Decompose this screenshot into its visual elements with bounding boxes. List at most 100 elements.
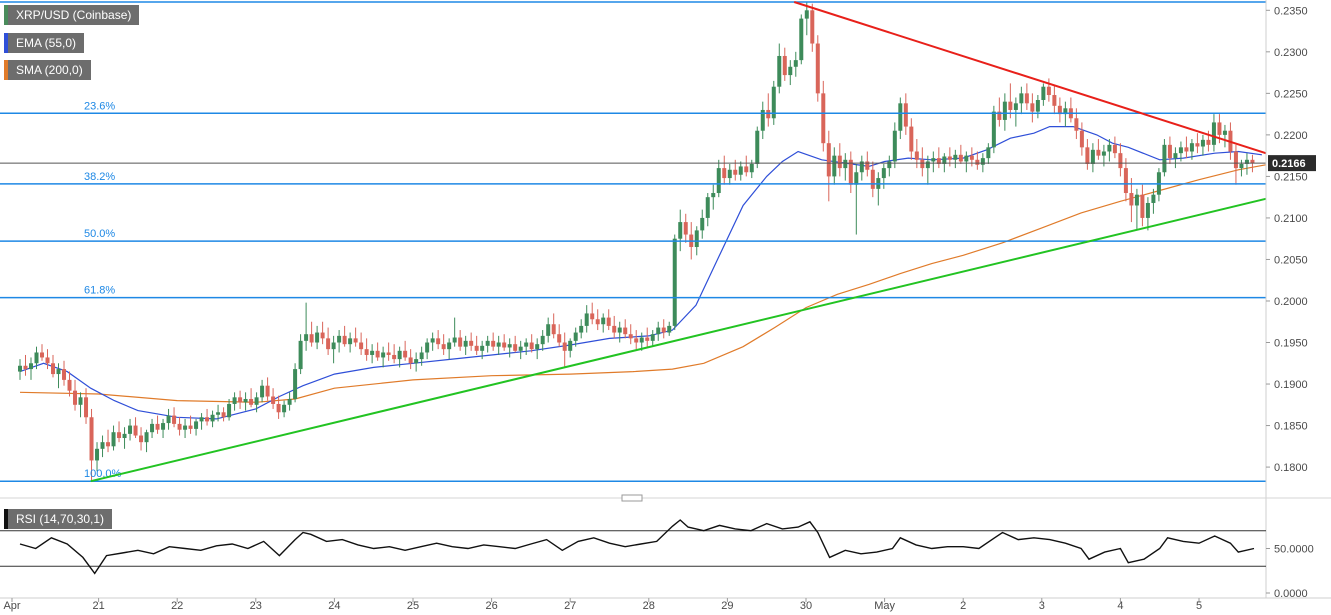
candle-body <box>29 363 34 370</box>
time-tick-label: 22 <box>171 600 183 612</box>
candle-body <box>150 423 155 433</box>
time-tick-label: 4 <box>1117 600 1123 612</box>
candle-body <box>843 159 848 169</box>
candle-body <box>298 340 303 370</box>
legend-sma[interactable]: SMA (200,0) <box>4 60 91 80</box>
time-tick-label: 21 <box>92 600 104 612</box>
candle-body <box>1250 159 1255 164</box>
candle-body <box>359 342 364 350</box>
pane-resize-handle[interactable] <box>621 494 643 502</box>
rsi-line <box>19 519 1255 575</box>
candle-body <box>744 166 749 173</box>
candle-body <box>117 432 122 439</box>
candle-body <box>260 385 265 398</box>
candle-body <box>474 345 479 351</box>
candle-body <box>848 159 853 185</box>
price-axis: 0.2350 0.2300 0.2250 0.2200 0.2150 0.2100 0.20… <box>1265 0 1316 598</box>
legend-ema[interactable]: EMA (55,0) <box>4 33 85 53</box>
candle-body <box>227 403 232 418</box>
candle-body <box>62 369 67 380</box>
candle-body <box>1085 147 1090 164</box>
rsi-tick-label: 50.0000 <box>1274 544 1314 556</box>
candle-body <box>1057 105 1062 115</box>
candle-body <box>986 147 991 159</box>
price-tick-label: 0.2100 <box>1274 213 1308 225</box>
candle-body <box>1030 103 1035 112</box>
candle-body <box>430 338 435 343</box>
legend-ema-swatch <box>4 33 8 53</box>
legend-rsi-label: RSI (14,70,30,1) <box>16 512 105 526</box>
candle-body <box>975 159 980 165</box>
candle-body <box>463 340 468 347</box>
time-tick-label: 5 <box>1196 600 1202 612</box>
candle-body <box>199 417 204 422</box>
time-tick-label: 29 <box>721 600 733 612</box>
candle-body <box>799 18 804 61</box>
candle-body <box>106 442 111 447</box>
candle-body <box>1002 101 1007 120</box>
candle-body <box>133 425 138 436</box>
candle-body <box>397 350 402 360</box>
price-tick-label: 0.1850 <box>1274 421 1308 433</box>
candle-body <box>518 346 523 351</box>
candle-body <box>502 342 507 348</box>
candle-body <box>249 398 254 405</box>
legend-symbol[interactable]: XRP/USD (Coinbase) <box>4 5 140 25</box>
candle-body <box>276 403 281 413</box>
candle-body <box>419 352 424 360</box>
time-tick-label: 28 <box>643 600 655 612</box>
candle-body <box>1019 93 1024 104</box>
candle-body <box>1140 194 1145 218</box>
trendline-layer <box>90 1 1267 483</box>
candle-body <box>337 335 342 343</box>
candle-body <box>216 412 221 415</box>
time-axis: Apr 21 22 23 24 25 26 27 28 29 30 May 2 3 4 5 <box>0 597 1331 612</box>
candle-body <box>375 350 380 358</box>
time-tick-label: 25 <box>407 600 419 612</box>
sma-line <box>19 164 1266 403</box>
candle-body <box>326 338 331 350</box>
resistance-trendline[interactable] <box>793 1 1267 155</box>
fib-level-label: 23.6% <box>84 100 115 112</box>
price-tick-label: 0.2150 <box>1274 171 1308 183</box>
support-trendline[interactable] <box>90 197 1267 483</box>
candle-body <box>78 397 83 405</box>
candle-body <box>892 130 897 162</box>
candle-body <box>557 334 562 343</box>
candle-body <box>947 156 952 160</box>
candle-body <box>1074 118 1079 131</box>
candle-body <box>606 317 611 326</box>
time-tick-label: 23 <box>250 600 262 612</box>
candle-body <box>282 404 287 413</box>
time-tick-label: 27 <box>564 600 576 612</box>
candle-body <box>969 155 974 160</box>
candle-body <box>854 172 859 185</box>
candle-body <box>738 166 743 175</box>
candle-body <box>667 325 672 333</box>
candle-body <box>628 334 633 339</box>
price-tick-label: 0.2200 <box>1274 130 1308 142</box>
candle-body <box>991 111 996 148</box>
candle-body <box>436 338 441 345</box>
sma-layer <box>19 164 1266 403</box>
pane-divider[interactable] <box>0 494 1331 502</box>
candle-body <box>348 338 353 345</box>
candle-body <box>89 417 94 461</box>
candle-body <box>425 342 430 353</box>
candle-body <box>810 10 815 44</box>
candle-body <box>18 365 22 372</box>
candle-body <box>1233 151 1238 169</box>
candle-body <box>683 222 688 235</box>
candle-body <box>584 313 589 326</box>
candle-body <box>1107 144 1112 152</box>
candle-body <box>535 344 540 350</box>
candle-body <box>414 359 419 364</box>
candle-body <box>909 126 914 152</box>
candle-body <box>1134 194 1139 206</box>
candle-body <box>1063 108 1068 115</box>
candle-body <box>1024 93 1029 104</box>
legend-rsi[interactable]: RSI (14,70,30,1) <box>4 509 113 529</box>
candle-body <box>1101 151 1106 156</box>
time-tick-label: 2 <box>960 600 966 612</box>
candle-body <box>40 352 45 358</box>
